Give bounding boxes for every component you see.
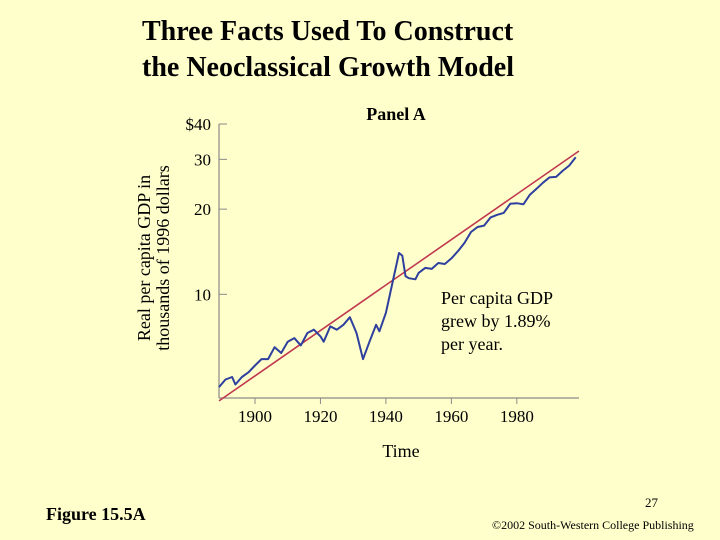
chart-marks [218, 150, 580, 402]
growth-annotation: Per capita GDP grew by 1.89% per year. [441, 288, 553, 354]
page-number: 27 [645, 495, 658, 510]
chart-ticks: 1900 1920 1940 1960 1980 10 20 30 $40 [186, 115, 534, 426]
x-tick-label: 1900 [238, 407, 272, 426]
slide-title: Three Facts Used To Construct the Neocla… [142, 14, 702, 86]
y-axis-label: Real per capita GDP in thousands of 1996… [134, 165, 173, 350]
y-tick-label: 30 [194, 150, 211, 169]
y-tick-label: 20 [194, 200, 211, 219]
figure-label: Figure 15.5A [46, 504, 146, 524]
slide-title-line-1: Three Facts Used To Construct [142, 16, 514, 47]
x-tick-label: 1940 [369, 407, 403, 426]
y-tick-label: $40 [186, 115, 212, 134]
panel-title: Panel A [366, 104, 426, 124]
annotation-line-3: per year. [441, 334, 503, 354]
copyright-notice: ©2002 South-Western College Publishing [492, 518, 694, 532]
y-axis-label-line-1: Real per capita GDP in [134, 175, 154, 341]
annotation-line-1: Per capita GDP [441, 288, 553, 308]
x-tick-label: 1960 [434, 407, 468, 426]
y-tick-label: 10 [194, 285, 211, 304]
x-tick-label: 1980 [500, 407, 534, 426]
x-tick-label: 1920 [303, 407, 337, 426]
slide-title-line-2: the Neoclassical Growth Model [142, 52, 514, 83]
gdp-series-line [218, 156, 577, 388]
trend-line [218, 150, 580, 402]
y-axis-label-line-2: thousands of 1996 dollars [153, 165, 173, 350]
annotation-line-2: grew by 1.89% [441, 311, 550, 331]
chart-axes [218, 124, 579, 399]
x-axis-label: Time [382, 441, 419, 461]
